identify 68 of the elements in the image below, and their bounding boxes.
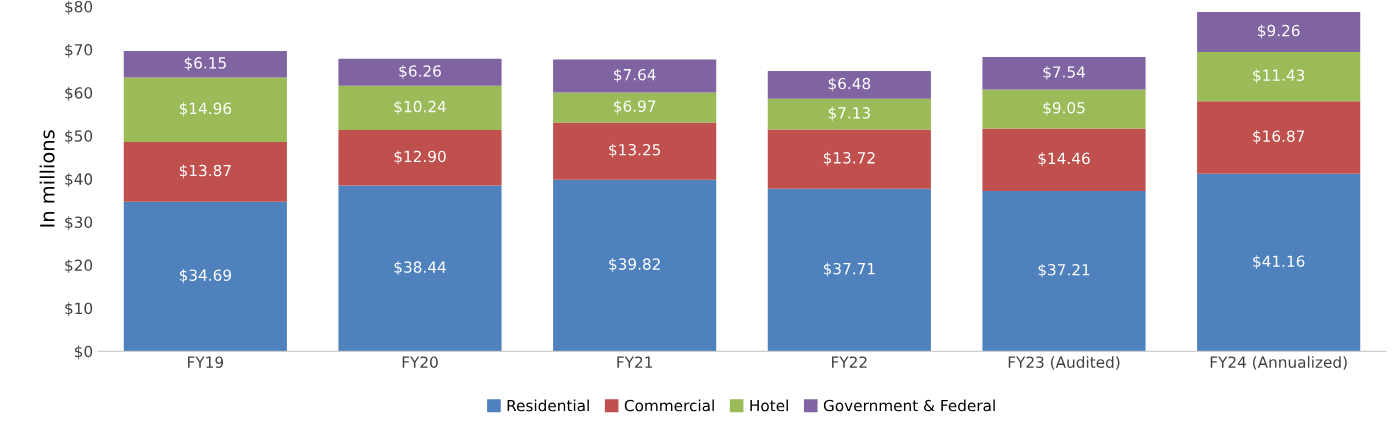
x-tick-label: FY23 (Audited)	[1008, 356, 1120, 370]
legend-label: Government & Federal	[823, 399, 995, 412]
bar	[1197, 101, 1361, 174]
bar	[982, 57, 1146, 90]
x-tick-label: FY22	[832, 356, 867, 368]
y-tick-label: $60	[65, 86, 93, 101]
data-label: $7.54	[1043, 65, 1086, 80]
bar	[338, 58, 502, 86]
data-label: $6.48	[828, 77, 871, 92]
data-label: $9.26	[1258, 24, 1300, 39]
data-label: $12.90	[394, 150, 446, 165]
bar	[123, 141, 287, 202]
data-label: $14.96	[179, 102, 232, 117]
legend-label: Hotel	[750, 399, 788, 412]
bar	[767, 188, 931, 352]
x-tick-label: FY19	[188, 356, 224, 368]
data-label: $37.71	[823, 262, 875, 277]
bar	[1197, 173, 1361, 352]
bar	[123, 77, 287, 142]
bar	[982, 89, 1146, 129]
y-tick-label: $50	[65, 129, 93, 144]
y-tick-label: $70	[65, 43, 93, 58]
data-label: $10.24	[394, 100, 446, 115]
data-label: $11.43	[1253, 69, 1305, 83]
data-label: $7.13	[828, 106, 870, 121]
bar	[982, 128, 1146, 191]
bar	[123, 50, 287, 78]
x-tick-label: FY21	[617, 356, 653, 368]
bar	[767, 70, 931, 99]
data-label: $6.97	[614, 100, 656, 114]
bar	[553, 59, 717, 93]
data-label: $34.69	[179, 269, 231, 283]
data-label: $6.15	[184, 56, 226, 71]
x-tick-label: FY24 (Annualized)	[1210, 356, 1347, 370]
bar	[982, 190, 1146, 352]
y-tick-label: $0	[74, 345, 93, 360]
bar	[767, 98, 931, 130]
data-label: $6.26	[399, 64, 441, 79]
data-label: $37.21	[1038, 263, 1090, 278]
data-label: $14.46	[1038, 152, 1090, 167]
data-label: $13.25	[609, 143, 661, 158]
x-tick-label: FY20	[402, 356, 438, 368]
bar	[767, 129, 931, 189]
bar	[338, 129, 502, 186]
y-tick-label: $10	[65, 302, 93, 317]
data-label: $41.16	[1253, 255, 1305, 270]
y-tick-label: $40	[65, 173, 93, 187]
legend-label: Commercial	[624, 399, 714, 412]
bar	[553, 179, 717, 352]
data-label: $13.87	[179, 164, 231, 179]
bar	[553, 122, 717, 180]
y-axis-title: In millions	[39, 130, 55, 227]
y-tick-label: $30	[65, 216, 93, 231]
bar	[338, 85, 502, 130]
y-tick-label: $80	[65, 0, 93, 15]
bar	[1197, 11, 1361, 52]
data-label: $9.05	[1043, 101, 1085, 116]
data-label: $7.64	[614, 68, 656, 83]
bar	[338, 185, 502, 352]
data-label: $13.72	[823, 151, 875, 166]
data-label: $16.87	[1253, 130, 1305, 144]
bar	[1197, 51, 1361, 102]
y-tick-label: $20	[65, 259, 93, 274]
bar	[123, 201, 287, 352]
legend-label: Residential	[507, 399, 589, 412]
data-label: $39.82	[609, 258, 660, 272]
data-label: $38.44	[394, 261, 446, 275]
bar	[553, 92, 717, 123]
